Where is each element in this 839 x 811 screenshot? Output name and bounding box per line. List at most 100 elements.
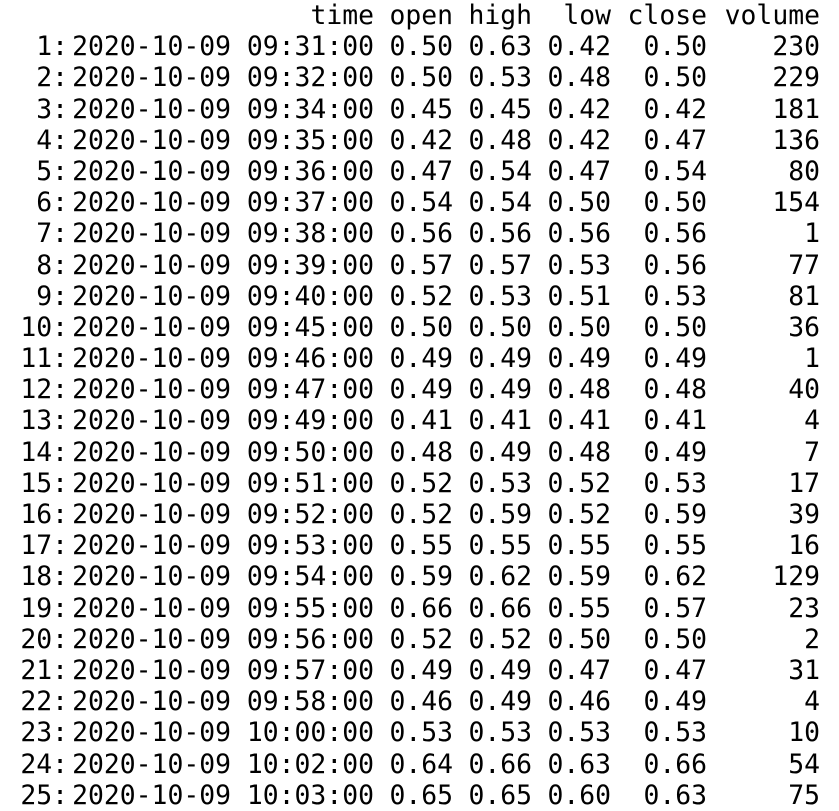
row-index: 25: xyxy=(20,779,68,811)
column-header-close: close xyxy=(627,0,707,31)
cell-high: 0.49 xyxy=(468,654,532,686)
table-row: 23: 2020-10-09 10:00:00 0.53 0.53 0.53 0.53 10 xyxy=(0,717,839,748)
cell-time: 2020-10-09 09:34:00 xyxy=(72,93,374,125)
cell-time: 2020-10-09 09:46:00 xyxy=(72,343,374,375)
table-row: 21: 2020-10-09 09:57:00 0.49 0.49 0.47 0.47 31 xyxy=(0,655,839,686)
cell-open: 0.57 xyxy=(389,249,453,281)
cell-low: 0.55 xyxy=(547,592,611,624)
cell-volume: 4 xyxy=(804,686,820,718)
table-header: time open high low close volume xyxy=(0,0,839,31)
cell-volume: 80 xyxy=(788,155,820,187)
cell-close: 0.56 xyxy=(643,218,707,250)
cell-time: 2020-10-09 09:57:00 xyxy=(72,654,374,686)
cell-close: 0.62 xyxy=(643,561,707,593)
table-row: 8: 2020-10-09 09:39:00 0.57 0.57 0.53 0.56 77 xyxy=(0,250,839,281)
cell-volume: 230 xyxy=(772,31,820,63)
cell-open: 0.53 xyxy=(389,717,453,749)
cell-close: 0.53 xyxy=(643,280,707,312)
cell-open: 0.49 xyxy=(389,343,453,375)
cell-time: 2020-10-09 09:32:00 xyxy=(72,62,374,94)
cell-high: 0.49 xyxy=(468,436,532,468)
cell-high: 0.59 xyxy=(468,499,532,530)
column-header-open: open xyxy=(389,0,453,31)
cell-low: 0.42 xyxy=(547,93,611,125)
cell-open: 0.52 xyxy=(389,467,453,499)
row-index: 19: xyxy=(20,592,68,624)
table-row: 15: 2020-10-09 09:51:00 0.52 0.53 0.52 0.53 17 xyxy=(0,468,839,499)
cell-low: 0.46 xyxy=(547,686,611,718)
cell-close: 0.56 xyxy=(643,249,707,281)
cell-high: 0.53 xyxy=(468,280,532,312)
table-row: 5: 2020-10-09 09:36:00 0.47 0.54 0.47 0.54 80 xyxy=(0,156,839,187)
cell-high: 0.49 xyxy=(468,374,532,406)
row-index: 8: xyxy=(36,249,68,281)
cell-low: 0.49 xyxy=(547,343,611,375)
cell-volume: 31 xyxy=(788,654,820,686)
cell-open: 0.54 xyxy=(389,187,453,219)
cell-low: 0.42 xyxy=(547,31,611,63)
cell-time: 2020-10-09 09:49:00 xyxy=(72,405,374,437)
cell-high: 0.56 xyxy=(468,218,532,250)
cell-open: 0.66 xyxy=(389,592,453,624)
cell-volume: 81 xyxy=(788,280,820,312)
cell-time: 2020-10-09 09:51:00 xyxy=(72,467,374,499)
row-index: 22: xyxy=(20,686,68,718)
cell-open: 0.52 xyxy=(389,280,453,312)
column-header-volume: volume xyxy=(724,0,820,31)
cell-time: 2020-10-09 09:50:00 xyxy=(72,436,374,468)
row-index: 6: xyxy=(36,187,68,219)
table-row: 17: 2020-10-09 09:53:00 0.55 0.55 0.55 0.55 16 xyxy=(0,530,839,561)
cell-open: 0.48 xyxy=(389,436,453,468)
cell-time: 2020-10-09 09:47:00 xyxy=(72,374,374,406)
row-index: 5: xyxy=(36,155,68,187)
cell-high: 0.53 xyxy=(468,62,532,94)
cell-volume: 77 xyxy=(788,249,820,281)
table-row: 6: 2020-10-09 09:37:00 0.54 0.54 0.50 0.50 154 xyxy=(0,187,839,218)
cell-low: 0.59 xyxy=(547,561,611,593)
table-row: 4: 2020-10-09 09:35:00 0.42 0.48 0.42 0.47 136 xyxy=(0,125,839,156)
cell-close: 0.59 xyxy=(643,499,707,530)
table-row: 19: 2020-10-09 09:55:00 0.66 0.66 0.55 0.57 23 xyxy=(0,593,839,624)
table-row: 18: 2020-10-09 09:54:00 0.59 0.62 0.59 0.62 12… xyxy=(0,561,839,592)
row-index: 23: xyxy=(20,717,68,749)
column-header-time: time xyxy=(310,0,374,31)
cell-low: 0.48 xyxy=(547,62,611,94)
table-row: 3: 2020-10-09 09:34:00 0.45 0.45 0.42 0.42 181 xyxy=(0,94,839,125)
row-index: 17: xyxy=(20,530,68,562)
cell-time: 2020-10-09 09:40:00 xyxy=(72,280,374,312)
table-row: 22: 2020-10-09 09:58:00 0.46 0.49 0.46 0.49 4 xyxy=(0,686,839,717)
cell-time: 2020-10-09 09:36:00 xyxy=(72,155,374,187)
cell-open: 0.56 xyxy=(389,218,453,250)
cell-time: 2020-10-09 09:55:00 xyxy=(72,592,374,624)
cell-open: 0.41 xyxy=(389,405,453,437)
column-header-high: high xyxy=(468,0,532,31)
cell-low: 0.41 xyxy=(547,405,611,437)
cell-close: 0.48 xyxy=(643,374,707,406)
cell-close: 0.66 xyxy=(643,748,707,780)
cell-close: 0.53 xyxy=(643,717,707,749)
row-index: 4: xyxy=(36,124,68,156)
cell-high: 0.53 xyxy=(468,467,532,499)
cell-time: 2020-10-09 09:58:00 xyxy=(72,686,374,718)
cell-open: 0.55 xyxy=(389,530,453,562)
table-row: 13: 2020-10-09 09:49:00 0.41 0.41 0.41 0.41 4 xyxy=(0,405,839,436)
cell-time: 2020-10-09 10:00:00 xyxy=(72,717,374,749)
cell-high: 0.52 xyxy=(468,623,532,655)
row-index: 1: xyxy=(36,31,68,63)
cell-time: 2020-10-09 09:38:00 xyxy=(72,218,374,250)
cell-low: 0.52 xyxy=(547,467,611,499)
cell-high: 0.48 xyxy=(468,124,532,156)
cell-time: 2020-10-09 09:45:00 xyxy=(72,311,374,343)
row-index: 12: xyxy=(20,374,68,406)
cell-volume: 75 xyxy=(788,779,820,811)
cell-volume: 1 xyxy=(804,218,820,250)
row-index: 21: xyxy=(20,654,68,686)
table-row: 16: 2020-10-09 09:52:00 0.52 0.59 0.52 0.59 39 xyxy=(0,499,839,530)
cell-open: 0.49 xyxy=(389,374,453,406)
cell-high: 0.49 xyxy=(468,343,532,375)
cell-close: 0.42 xyxy=(643,93,707,125)
cell-low: 0.53 xyxy=(547,717,611,749)
cell-time: 2020-10-09 09:39:00 xyxy=(72,249,374,281)
cell-open: 0.64 xyxy=(389,748,453,780)
cell-low: 0.42 xyxy=(547,124,611,156)
